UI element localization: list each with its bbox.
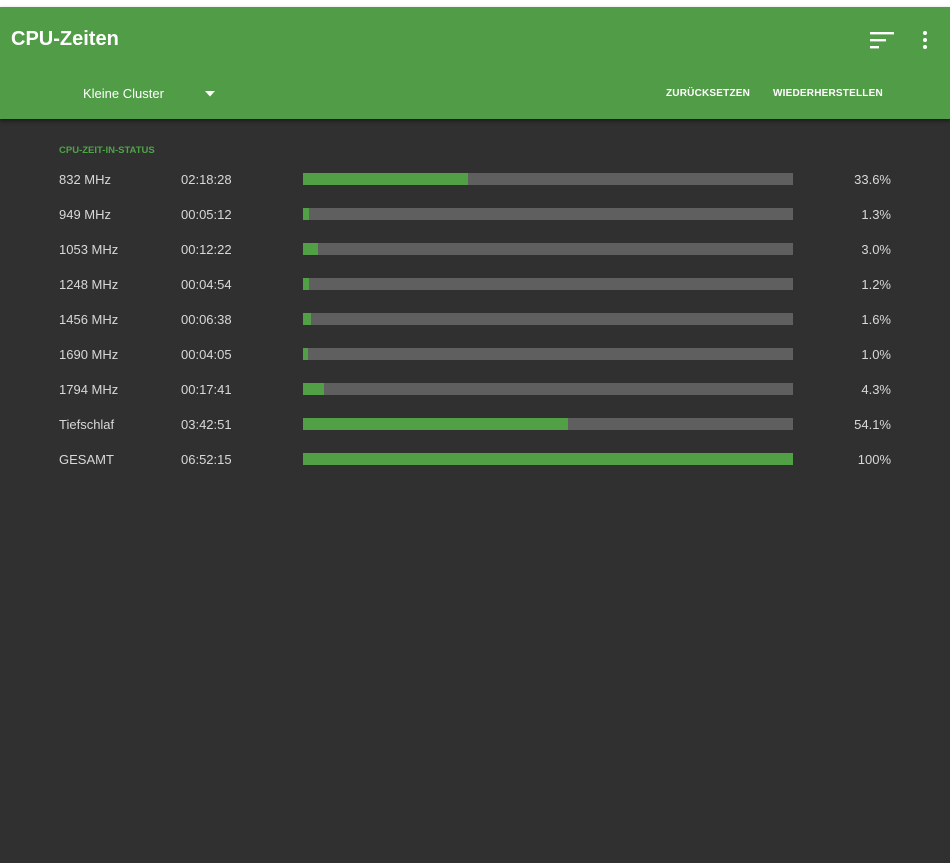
progress-track (303, 208, 793, 220)
cluster-dropdown[interactable]: Kleine Cluster (72, 80, 232, 108)
progress-fill (303, 208, 310, 220)
state-row: 1794 MHz 00:17:41 4.3% (0, 378, 950, 402)
progress-fill (303, 278, 309, 290)
progress-track (303, 278, 793, 290)
state-label: 832 MHz (59, 172, 112, 187)
progress-track (303, 453, 793, 465)
sort-icon[interactable] (869, 30, 895, 50)
state-row: Tiefschlaf 03:42:51 54.1% (0, 413, 950, 437)
progress-track (303, 173, 793, 185)
progress-track (303, 243, 793, 255)
state-label: 1456 MHz (59, 312, 119, 327)
progress-track (303, 313, 793, 325)
state-label: 1690 MHz (59, 347, 119, 362)
restore-button[interactable]: WIEDERHERSTELLEN (773, 88, 883, 99)
progress-fill (303, 383, 325, 395)
app-bar: CPU-Zeiten Kleine Cluster ZURÜCKSETZEN W… (0, 7, 950, 119)
state-time: 06:52:15 (181, 452, 232, 467)
state-label: 1248 MHz (59, 277, 119, 292)
state-row: 832 MHz 02:18:28 33.6% (0, 168, 950, 192)
reset-button[interactable]: ZURÜCKSETZEN (666, 88, 751, 99)
state-percent: 1.0% (861, 347, 891, 362)
progress-track (303, 418, 793, 430)
state-time: 00:04:54 (181, 277, 232, 292)
state-time: 00:06:38 (181, 312, 232, 327)
more-vert-icon[interactable] (915, 29, 935, 51)
progress-fill (303, 313, 311, 325)
status-bar (0, 0, 950, 7)
state-time: 03:42:51 (181, 417, 232, 432)
state-label: GESAMT (59, 452, 114, 467)
state-row: 949 MHz 00:05:12 1.3% (0, 203, 950, 227)
state-percent: 4.3% (861, 382, 891, 397)
state-time: 00:04:05 (181, 347, 232, 362)
state-time: 02:18:28 (181, 172, 232, 187)
state-label: Tiefschlaf (59, 417, 115, 432)
state-label: 949 MHz (59, 207, 112, 222)
progress-fill (303, 453, 793, 465)
progress-fill (303, 418, 569, 430)
state-percent: 1.3% (861, 207, 891, 222)
progress-track (303, 348, 793, 360)
state-percent: 1.2% (861, 277, 891, 292)
state-label: 1794 MHz (59, 382, 119, 397)
state-percent: 100% (857, 452, 891, 467)
progress-track (303, 383, 793, 395)
state-row: 1053 MHz 00:12:22 3.0% (0, 238, 950, 262)
state-percent: 33.6% (854, 172, 891, 187)
state-percent: 54.1% (854, 417, 891, 432)
state-time: 00:05:12 (181, 207, 232, 222)
state-row: 1456 MHz 00:06:38 1.6% (0, 308, 950, 332)
page-title: CPU-Zeiten (11, 28, 119, 50)
progress-fill (303, 173, 468, 185)
progress-fill (303, 243, 318, 255)
state-percent: 1.6% (861, 312, 891, 327)
progress-fill (303, 348, 308, 360)
state-row: GESAMT 06:52:15 100% (0, 448, 950, 472)
section-title: CPU-ZEIT-IN-STATUS (59, 145, 155, 156)
state-time: 00:12:22 (181, 242, 232, 257)
state-row: 1690 MHz 00:04:05 1.0% (0, 343, 950, 367)
state-label: 1053 MHz (59, 242, 119, 257)
cluster-selected-label: Kleine Cluster (83, 86, 164, 101)
state-time: 00:17:41 (181, 382, 232, 397)
state-percent: 3.0% (861, 242, 891, 257)
dropdown-arrow-icon (205, 91, 215, 97)
state-row: 1248 MHz 00:04:54 1.2% (0, 273, 950, 297)
